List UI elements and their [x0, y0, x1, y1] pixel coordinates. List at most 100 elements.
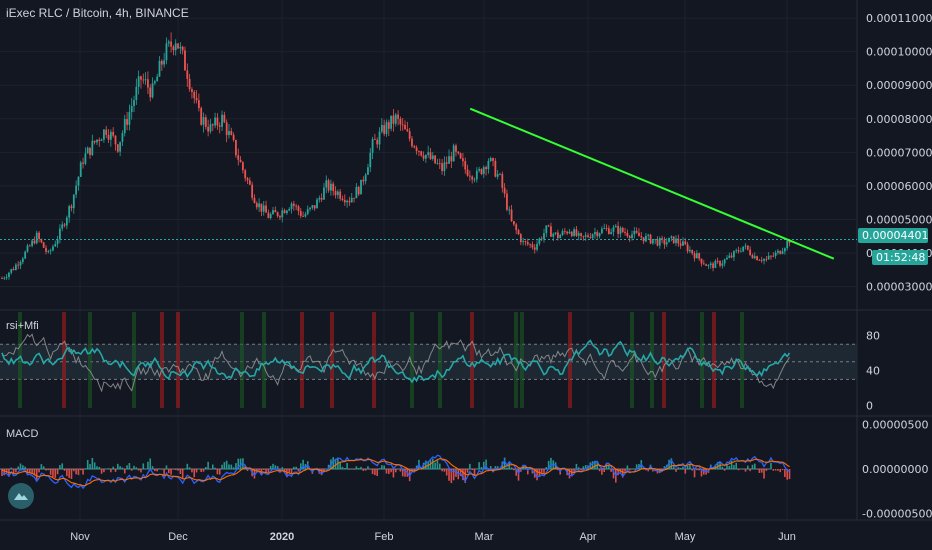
candle-body	[404, 124, 406, 130]
macd-histogram-bar	[66, 469, 68, 477]
price-tick-label: 0.00010000	[866, 46, 932, 59]
candle-body	[531, 244, 534, 248]
candle-body	[573, 229, 576, 236]
candle-body	[392, 115, 395, 124]
time-tick-label: May	[675, 531, 696, 543]
candle-body	[195, 98, 198, 101]
candle-body	[621, 227, 624, 232]
rsi-lines	[1, 333, 791, 393]
macd-histogram-bar	[325, 468, 328, 470]
candle-body	[406, 129, 409, 132]
candle-body	[494, 160, 497, 177]
candle-body	[114, 135, 117, 145]
logo[interactable]	[8, 483, 34, 509]
macd-histogram-bar	[350, 468, 353, 470]
macd-histogram-bar	[487, 468, 490, 470]
macd-histogram-bar	[450, 469, 453, 484]
macd-histogram-bar	[98, 466, 101, 470]
rsi-highlight-bar	[438, 312, 442, 408]
candle-body	[191, 89, 193, 92]
candle-body	[566, 231, 569, 234]
candle-body	[543, 233, 545, 240]
candle-body	[663, 239, 666, 245]
macd-histogram-bar	[200, 469, 202, 472]
macd-axis: 0.00000500 0.00000000 -0.00000500	[862, 418, 932, 520]
price-tick-label: 0.00011000	[866, 12, 932, 25]
macd-histogram-bar	[374, 469, 376, 476]
candle-body	[12, 269, 15, 271]
macd-histogram-bar	[362, 469, 365, 471]
macd-histogram-bar	[598, 469, 601, 472]
macd-histogram-bar	[758, 469, 761, 473]
macd-histogram-bar	[774, 469, 777, 471]
macd-histogram-bar	[770, 462, 772, 470]
candle-body	[364, 174, 367, 182]
macd-histogram-bar	[225, 460, 228, 470]
candle-body	[235, 139, 237, 156]
macd-histogram-bar	[323, 469, 325, 471]
macd-histogram-bar	[726, 464, 728, 470]
macd-histogram-bar	[744, 469, 747, 472]
candle-body	[584, 235, 587, 237]
candle-body	[589, 236, 592, 238]
macd-histogram-bar	[22, 465, 24, 470]
candle-body	[517, 230, 520, 235]
trendline[interactable]	[469, 107, 835, 260]
macd-histogram-bar	[112, 466, 114, 470]
macd-histogram-bar	[672, 465, 675, 470]
macd-histogram-bar	[591, 461, 594, 470]
candle-body	[3, 277, 6, 279]
macd-histogram-bar	[114, 469, 117, 472]
candle-body	[93, 140, 96, 143]
macd-histogram-bar	[689, 463, 691, 470]
candle-body	[79, 162, 82, 177]
candle-body	[756, 256, 758, 261]
candle-body	[147, 79, 149, 88]
macd-histogram-bar	[763, 469, 765, 479]
candle-body	[594, 232, 596, 235]
candle-body	[207, 127, 210, 132]
candle-body	[346, 200, 349, 203]
macd-histogram-bar	[177, 469, 179, 471]
candle-body	[464, 161, 467, 170]
candle-body	[642, 237, 645, 242]
candle-body	[445, 162, 448, 164]
macd-histogram-bar	[119, 466, 121, 470]
candle-body	[167, 41, 170, 44]
candle-body	[765, 258, 768, 260]
macd-histogram-bar	[84, 468, 87, 470]
macd-histogram-bar	[723, 469, 726, 471]
macd-histogram-bar	[693, 469, 696, 478]
candle-body	[31, 240, 34, 246]
candle-body	[35, 232, 38, 244]
macd-histogram-bar	[1, 469, 3, 476]
macd-histogram-bar	[411, 469, 413, 472]
candle-body	[728, 255, 731, 258]
candle-body	[577, 233, 580, 236]
candle-body	[216, 117, 219, 126]
macd-histogram-bar	[540, 469, 543, 473]
macd-histogram-bar	[603, 469, 606, 472]
macd-histogram-bar	[517, 469, 520, 481]
macd-histogram-bar	[747, 465, 749, 470]
candle-body	[661, 238, 664, 240]
macd-histogram-bar	[214, 467, 216, 470]
macd-histogram-bar	[47, 469, 50, 471]
macd-histogram-bar	[526, 469, 529, 475]
candle-body	[96, 139, 98, 143]
macd-tick-label: 0.00000000	[862, 463, 928, 476]
macd-histogram-bar	[110, 469, 112, 473]
candle-body	[65, 217, 68, 226]
candle-body	[413, 146, 416, 148]
macd-histogram-bar	[485, 459, 487, 470]
candle-body	[297, 206, 300, 212]
candle-body	[56, 239, 59, 244]
macd-histogram-bar	[281, 467, 284, 470]
candle-body	[492, 158, 494, 161]
macd-histogram-bar	[401, 469, 404, 477]
macd-histogram-bar	[123, 469, 126, 474]
macd-histogram-bar	[508, 462, 511, 470]
candle-body	[712, 263, 714, 268]
macd-histogram-bar	[332, 457, 335, 470]
macd-histogram-bar	[299, 463, 302, 470]
